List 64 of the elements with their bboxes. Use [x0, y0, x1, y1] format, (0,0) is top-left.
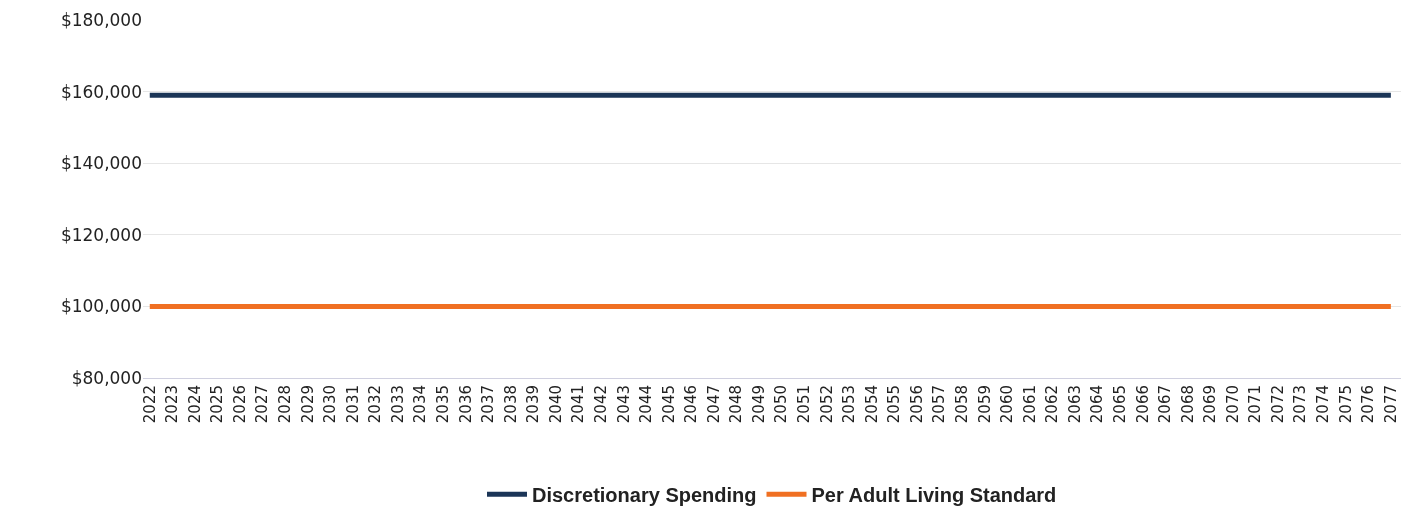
x-tick-label: 2051	[795, 385, 814, 424]
x-tick-label: 2050	[772, 385, 791, 424]
x-tick-label: 2073	[1291, 385, 1310, 424]
x-tick-label: 2023	[163, 385, 182, 424]
x-tick-label: 2056	[907, 385, 926, 424]
x-tick-label: 2047	[704, 385, 723, 424]
x-tick-label: 2039	[524, 385, 543, 424]
x-tick-label: 2065	[1110, 385, 1129, 424]
x-tick-label: 2076	[1359, 385, 1378, 424]
x-tick-label: 2070	[1223, 385, 1242, 424]
x-tick-label: 2069	[1201, 385, 1220, 424]
x-tick-label: 2049	[749, 385, 768, 424]
x-tick-label: 2025	[208, 385, 227, 424]
x-tick-label: 2068	[1178, 385, 1197, 424]
x-tick-label: 2066	[1133, 385, 1152, 424]
x-tick-label: 2062	[1043, 385, 1062, 424]
y-tick-label: $160,000	[60, 81, 142, 102]
x-tick-label: 2032	[366, 385, 385, 424]
x-tick-label: 2033	[388, 385, 407, 424]
x-tick-label: 2061	[1020, 385, 1039, 424]
x-tick-label: 2054	[862, 385, 881, 424]
x-tick-label: 2060	[998, 385, 1017, 424]
legend-label: Discretionary Spending	[532, 483, 757, 506]
x-tick-label: 2037	[479, 385, 498, 424]
legend-label: Per Adult Living Standard	[811, 483, 1057, 506]
x-tick-label: 2027	[253, 385, 272, 424]
x-tick-label: 2024	[185, 385, 204, 424]
x-tick-label: 2063	[1065, 385, 1084, 424]
y-tick-label: $180,000	[60, 9, 142, 30]
y-tick-label: $140,000	[60, 153, 142, 174]
x-tick-label: 2045	[659, 385, 678, 424]
x-tick-label: 2040	[546, 385, 565, 424]
x-tick-label: 2071	[1246, 385, 1265, 424]
x-tick-label: 2067	[1156, 385, 1175, 424]
x-tick-label: 2057	[930, 385, 949, 424]
x-tick-label: 2053	[840, 385, 859, 424]
x-tick-label: 2022	[140, 385, 159, 424]
y-tick-label: $80,000	[71, 367, 142, 388]
x-tick-label: 2046	[682, 385, 701, 424]
x-tick-label: 2041	[569, 385, 588, 424]
x-tick-label: 2034	[411, 385, 430, 424]
x-tick-label: 2030	[321, 385, 340, 424]
x-tick-label: 2038	[501, 385, 520, 424]
x-tick-label: 2058	[952, 385, 971, 424]
x-tick-label: 2031	[343, 385, 362, 424]
x-tick-label: 2074	[1314, 385, 1333, 424]
x-tick-label: 2035	[433, 385, 452, 424]
y-tick-label: $100,000	[60, 296, 142, 317]
x-tick-label: 2072	[1268, 385, 1287, 424]
x-tick-label: 2075	[1336, 385, 1355, 424]
x-tick-label: 2048	[727, 385, 746, 424]
x-tick-label: 2043	[614, 385, 633, 424]
x-tick-label: 2042	[591, 385, 610, 424]
x-tick-label: 2077	[1381, 385, 1400, 424]
x-tick-label: 2064	[1088, 385, 1107, 424]
x-tick-label: 2036	[456, 385, 475, 424]
y-tick-label: $120,000	[60, 224, 142, 245]
x-tick-label: 2026	[230, 385, 249, 424]
x-tick-label: 2044	[637, 385, 656, 424]
x-tick-label: 2028	[276, 385, 295, 424]
x-tick-label: 2052	[817, 385, 836, 424]
x-tick-label: 2055	[885, 385, 904, 424]
x-tick-label: 2059	[975, 385, 994, 424]
x-tick-label: 2029	[298, 385, 317, 424]
